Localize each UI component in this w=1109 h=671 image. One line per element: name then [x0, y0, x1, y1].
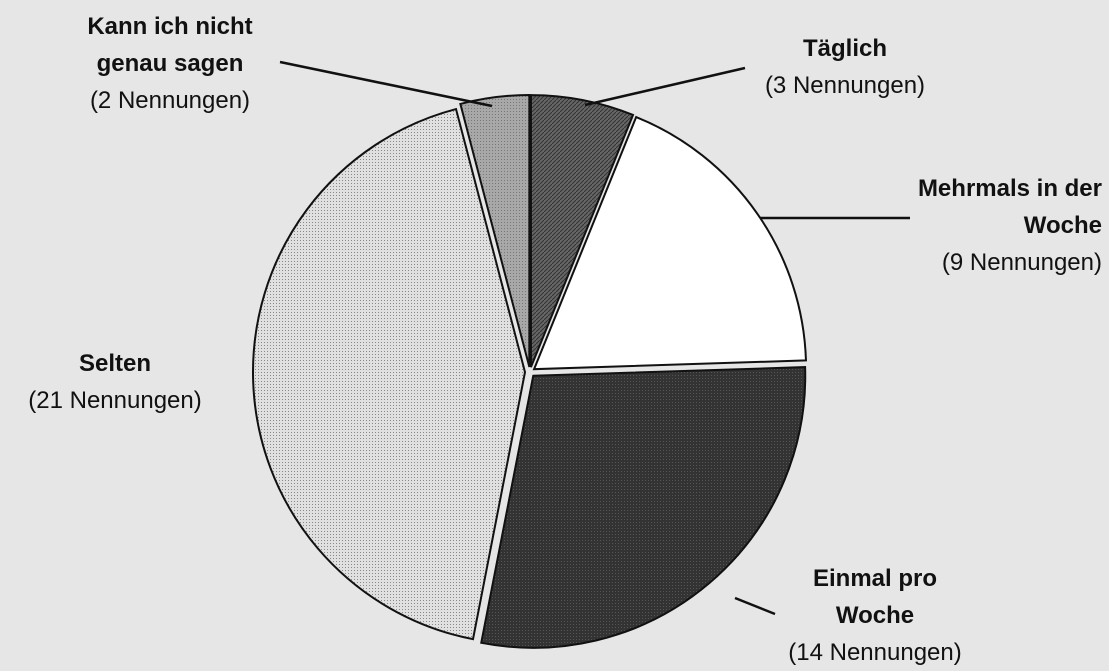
value-label: (14 Nennungen): [788, 639, 962, 666]
pie-slice: [532, 115, 807, 371]
value-label: (9 Nennungen): [941, 249, 1102, 276]
category-label: Einmal pro Woche: [812, 565, 938, 629]
slice-label: Selten (21 Nennungen): [0, 345, 230, 419]
leader-line: [734, 596, 776, 616]
pie-slice: [529, 94, 635, 368]
slice-label: Täglich (3 Nennungen): [745, 30, 945, 104]
category-label: Täglich: [802, 35, 887, 62]
pie-slice: [252, 107, 527, 641]
pie-slice: [480, 366, 807, 649]
pie-slice: [459, 94, 531, 368]
slice-label: Mehrmals in der Woche (9 Nennungen): [880, 170, 1102, 281]
leader-line: [279, 60, 493, 108]
category-label: Mehrmals in der Woche: [917, 175, 1102, 239]
value-label: (3 Nennungen): [764, 72, 926, 99]
category-label: Selten: [78, 350, 152, 377]
leader-line: [584, 66, 746, 107]
category-label: Kann ich nicht genau sagen: [87, 13, 253, 77]
slice-label: Kann ich nicht genau sagen (2 Nennungen): [55, 8, 285, 119]
slice-label: Einmal pro Woche (14 Nennungen): [775, 560, 975, 671]
value-label: (2 Nennungen): [89, 87, 251, 114]
value-label: (21 Nennungen): [28, 387, 202, 414]
pie: [252, 94, 807, 649]
